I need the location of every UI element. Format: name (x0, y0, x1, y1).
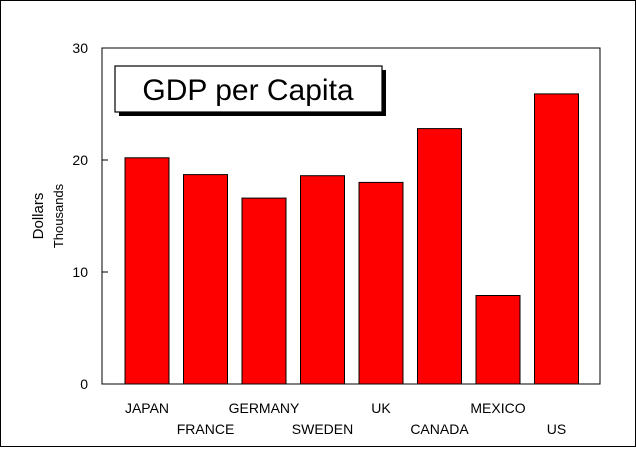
bar-mexico (475, 295, 521, 385)
x-tick-label-japan: JAPAN (125, 400, 169, 416)
title-box: GDP per Capita (114, 65, 386, 116)
bar-japan (124, 157, 170, 385)
x-tick-label-sweden: SWEDEN (292, 421, 353, 437)
y-tick-label-10: 10 (72, 264, 88, 280)
y-axis-units-label: Thousands (51, 183, 66, 248)
bar-france (183, 174, 228, 385)
chart-title: GDP per Capita (142, 74, 354, 107)
y-axis-label: Dollars (30, 193, 47, 240)
bar-sweden (300, 175, 345, 385)
bar-germany (241, 197, 287, 385)
title-box-frame (114, 65, 383, 113)
bar-canada (417, 128, 462, 385)
y-axis-ticks: 0 10 20 30 (72, 40, 108, 392)
bar-us (534, 93, 579, 385)
bar-uk (358, 181, 404, 385)
x-tick-label-uk: UK (371, 400, 391, 416)
bars-layer (124, 93, 579, 385)
x-tick-label-mexico: MEXICO (470, 400, 525, 416)
x-tick-label-canada: CANADA (410, 421, 469, 437)
y-tick-label-30: 30 (72, 40, 88, 56)
x-tick-label-germany: GERMANY (229, 400, 300, 416)
x-tick-label-us: US (547, 421, 566, 437)
y-tick-label-20: 20 (72, 152, 88, 168)
y-tick-label-0: 0 (80, 376, 88, 392)
x-tick-label-france: FRANCE (177, 421, 235, 437)
